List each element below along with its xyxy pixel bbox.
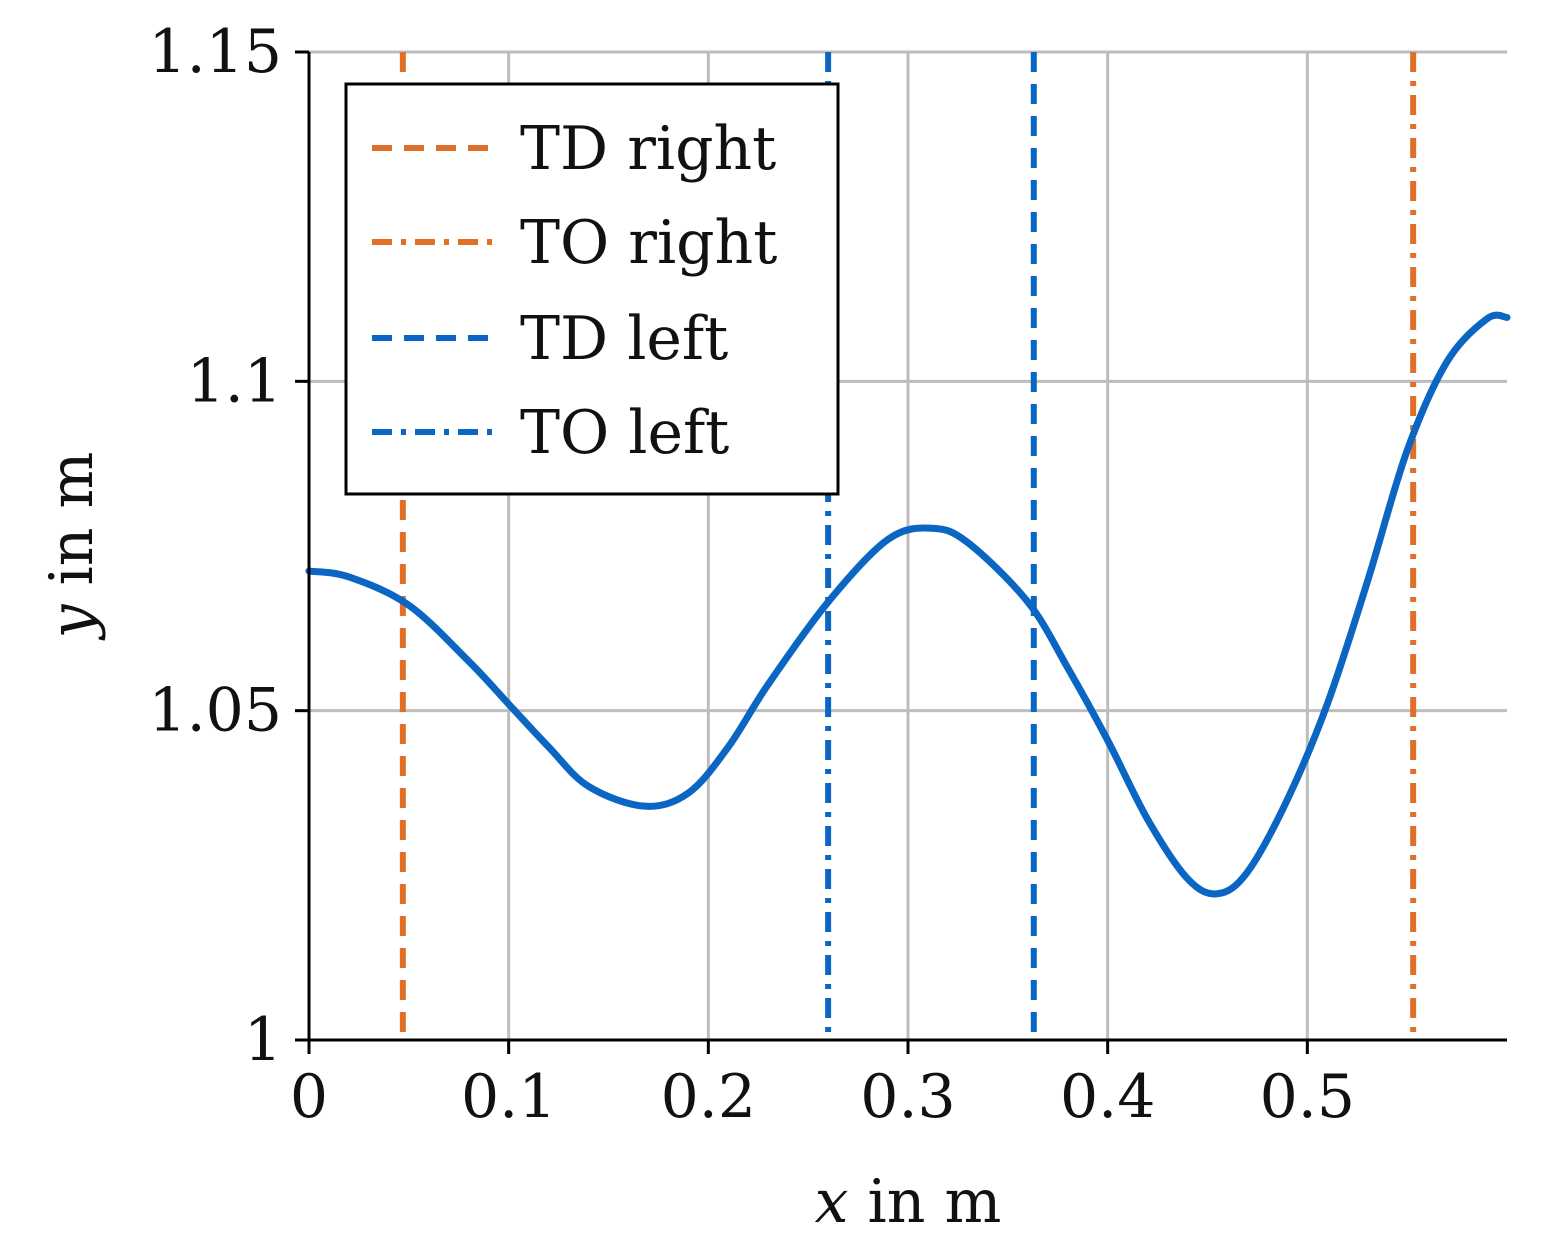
legend-label-td-right: TD right: [520, 114, 776, 184]
x-tick-label-5: 0.5: [1260, 1062, 1355, 1132]
y-tick-label-3: 1.15: [148, 17, 282, 87]
x-tick-label-4: 0.4: [1060, 1062, 1155, 1132]
x-tick-label-1: 0.1: [461, 1062, 556, 1132]
y-axis-label: y in m: [37, 452, 107, 642]
series-lines: [305, 311, 1511, 898]
legend-box: [344, 82, 840, 496]
legend-label-to-left: TO left: [520, 398, 729, 468]
x-tick-label-2: 0.2: [661, 1062, 756, 1132]
axes: [295, 50, 1507, 1054]
y-tick-label-2: 1.1: [187, 346, 282, 416]
y-tick-label-1: 1.05: [148, 676, 282, 746]
legend-label-to-right: TO right: [520, 208, 777, 278]
legend-label-td-left: TD left: [520, 304, 728, 374]
legend: TD right TO right TD left TO left: [344, 82, 840, 496]
y-tick-label-0: 1: [244, 1005, 282, 1075]
x-tick-label-3: 0.3: [860, 1062, 955, 1132]
x-tick-label-0: 0: [290, 1062, 328, 1132]
tick-labels: 1 1.05 1.1 1.15 0 0.1 0.2 0.3 0.4 0.5: [148, 17, 1355, 1132]
x-axis-label: x in m: [815, 1167, 1002, 1237]
series-line-trajectory: [305, 311, 1511, 898]
